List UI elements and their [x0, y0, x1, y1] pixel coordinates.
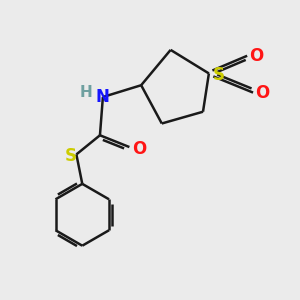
Text: O: O: [255, 84, 270, 102]
Text: O: O: [250, 47, 264, 65]
Text: S: S: [212, 66, 224, 84]
Text: N: N: [96, 88, 110, 106]
Text: O: O: [132, 140, 147, 158]
Text: H: H: [80, 85, 93, 100]
Text: S: S: [65, 147, 77, 165]
